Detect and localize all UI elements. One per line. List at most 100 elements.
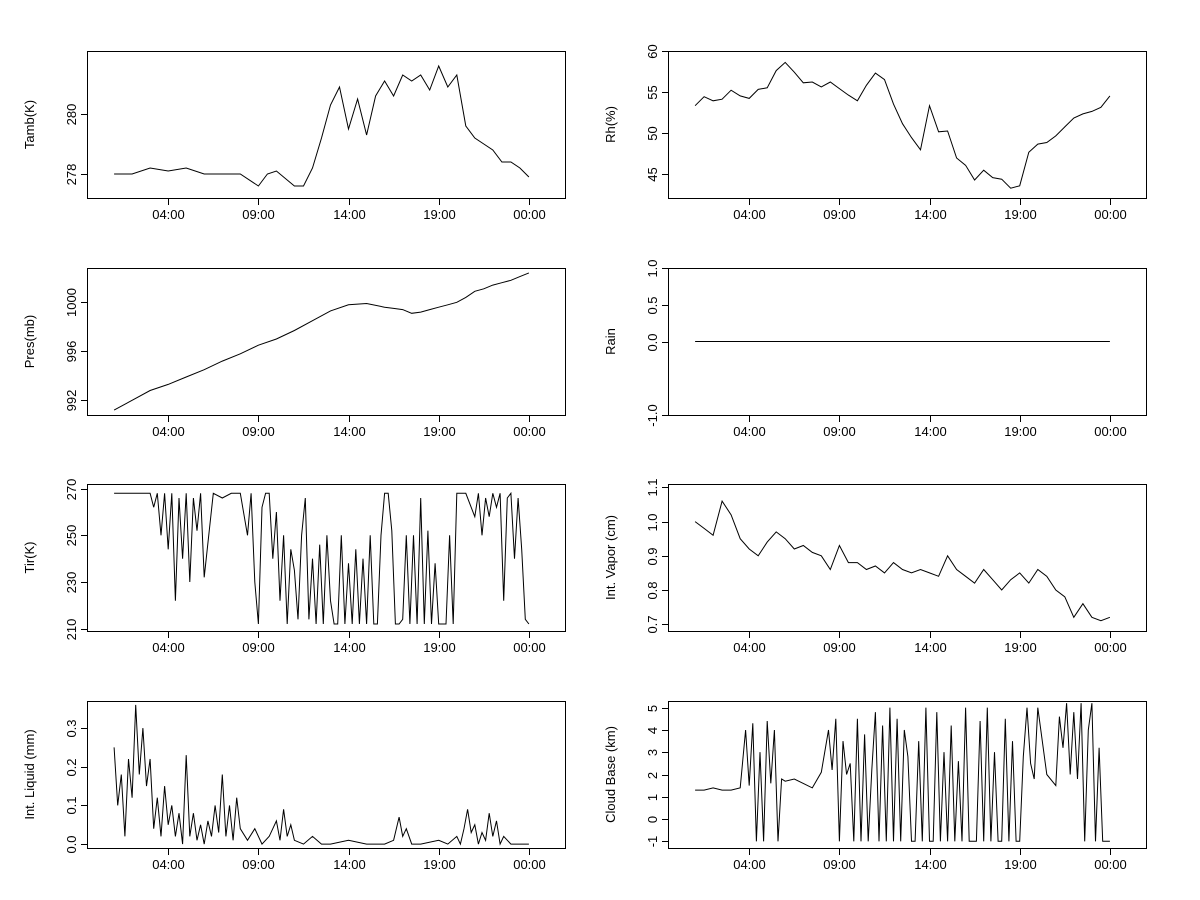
chart-6-y-tick-label-3: 0.3	[64, 719, 79, 737]
chart-1-y-tick-label-3: 60	[645, 44, 660, 58]
chart-6: 04:00 09:00 14:00 19:00 00:00 0.0 0.1 0.2 0.3 Int…	[22, 701, 566, 872]
chart-2-ylabel: Pres(mb)	[22, 315, 37, 368]
chart-7-y-tick-label-1: 0	[645, 816, 660, 823]
chart-3: 04:00 09:00 14:00 19:00 00:00 -1.0 0.0 0.5 1.0 Ra…	[603, 259, 1147, 439]
chart-7-x-tick-label-0: 04:00	[733, 857, 766, 872]
chart-7-y-tick-label-4: 3	[645, 749, 660, 756]
chart-7-y-tick-label-0: -1	[645, 836, 660, 848]
chart-0-y-tick-label-1: 280	[64, 104, 79, 126]
chart-4-ylabel: Tir(K)	[22, 541, 37, 573]
chart-6-x-tick-label-0: 04:00	[152, 857, 185, 872]
chart-1-y-tick-label-0: 45	[645, 167, 660, 181]
chart-6-y-tick-label-2: 0.2	[64, 758, 79, 776]
chart-5-series-line-0	[694, 499, 1111, 622]
chart-7-y-tick-label-3: 2	[645, 772, 660, 779]
chart-6-y-tick-label-1: 0.1	[64, 796, 79, 814]
chart-5: 04:00 09:00 14:00 19:00 00:00 0.7 0.8 0.9 1.0 1.1…	[603, 478, 1147, 655]
chart-5-y-tick-label-4: 1.1	[645, 478, 660, 496]
chart-5-x-tick-label-3: 19:00	[1004, 640, 1037, 655]
chart-6-y-tick-label-0: 0.0	[64, 835, 79, 853]
chart-5-y-tick-label-0: 0.7	[645, 615, 660, 633]
chart-2-x-tick-label-2: 14:00	[333, 424, 366, 439]
chart-6-frame	[87, 701, 566, 849]
chart-2-y-tick-label-0: 992	[64, 390, 79, 412]
chart-2-x-tick-label-3: 19:00	[423, 424, 456, 439]
chart-7-y-tick-label-5: 4	[645, 727, 660, 734]
chart-6-x-tick-label-3: 19:00	[423, 857, 456, 872]
chart-4-y-tick-label-0: 210	[64, 619, 79, 641]
chart-7-x-tick-label-4: 00:00	[1094, 857, 1127, 872]
chart-3-y-tick-label-3: 1.0	[645, 259, 660, 277]
chart-6-ylabel: Int. Liquid (mm)	[22, 729, 37, 819]
chart-3-y-tick-label-0: -1.0	[645, 404, 660, 426]
chart-4-x-tick-label-4: 00:00	[513, 640, 546, 655]
chart-4: 04:00 09:00 14:00 19:00 00:00 210 230 250 270 Tir…	[22, 479, 566, 655]
chart-2-y-tick-label-2: 1000	[64, 288, 79, 317]
chart-6-x-tick-label-4: 00:00	[513, 857, 546, 872]
chart-3-ylabel: Rain	[603, 328, 618, 355]
chart-5-ylabel: Int. Vapor (cm)	[603, 515, 618, 600]
chart-0-series-line-0	[114, 64, 530, 187]
chart-1-x-tick-label-0: 04:00	[733, 207, 766, 222]
chart-5-y-tick-label-2: 0.9	[645, 547, 660, 565]
chart-3-x-tick-label-1: 09:00	[823, 424, 856, 439]
chart-7-x-tick-label-2: 14:00	[914, 857, 947, 872]
chart-1-frame	[668, 51, 1147, 199]
chart-1-x-tick-label-1: 09:00	[823, 207, 856, 222]
chart-3-y-tick-label-1: 0.0	[645, 333, 660, 351]
chart-2-x-tick-label-1: 09:00	[242, 424, 275, 439]
chart-2: 04:00 09:00 14:00 19:00 00:00 992 996 1000 Pres(…	[22, 268, 566, 439]
chart-2-x-tick-label-0: 04:00	[152, 424, 185, 439]
chart-0-ylabel: Tamb(K)	[22, 100, 37, 149]
chart-0: 04:00 09:00 14:00 19:00 00:00 278 280 Tamb(K)	[22, 51, 566, 222]
chart-4-frame	[87, 484, 566, 632]
chart-4-y-tick-label-1: 230	[64, 572, 79, 594]
chart-0-x-tick-label-1: 09:00	[242, 207, 275, 222]
chart-2-x-tick-label-4: 00:00	[513, 424, 546, 439]
chart-4-x-tick-label-1: 09:00	[242, 640, 275, 655]
chart-7-x-tick-label-1: 09:00	[823, 857, 856, 872]
chart-2-series-line-0	[113, 272, 530, 411]
chart-7-y-tick-label-2: 1	[645, 794, 660, 801]
chart-4-x-tick-label-2: 14:00	[333, 640, 366, 655]
chart-3-x-tick-label-2: 14:00	[914, 424, 947, 439]
chart-5-x-tick-label-0: 04:00	[733, 640, 766, 655]
chart-0-frame	[87, 51, 566, 199]
chart-3-y-tick-label-2: 0.5	[645, 296, 660, 314]
chart-0-x-tick-label-3: 19:00	[423, 207, 456, 222]
chart-3-x-tick-label-3: 19:00	[1004, 424, 1037, 439]
chart-1-y-tick-label-2: 55	[645, 85, 660, 99]
chart-5-y-tick-label-3: 1.0	[645, 513, 660, 531]
chart-1: 04:00 09:00 14:00 19:00 00:00 45 50 55 60 Rh(%)	[603, 44, 1147, 222]
chart-5-x-tick-label-4: 00:00	[1094, 640, 1127, 655]
chart-1-x-tick-label-4: 00:00	[1094, 207, 1127, 222]
chart-5-x-tick-label-1: 09:00	[823, 640, 856, 655]
chart-0-y-tick-label-0: 278	[64, 164, 79, 186]
chart-0-x-tick-label-4: 00:00	[513, 207, 546, 222]
chart-3-x-tick-label-0: 04:00	[733, 424, 766, 439]
chart-3-x-tick-label-4: 00:00	[1094, 424, 1127, 439]
chart-1-y-tick-label-1: 50	[645, 126, 660, 140]
chart-5-y-tick-label-1: 0.8	[645, 581, 660, 599]
chart-4-y-tick-label-3: 270	[64, 479, 79, 501]
chart-4-x-tick-label-3: 19:00	[423, 640, 456, 655]
chart-2-frame	[87, 268, 566, 416]
chart-6-x-tick-label-1: 09:00	[242, 857, 275, 872]
chart-6-series-line-0	[113, 704, 529, 846]
chart-7-series-line-0	[695, 703, 1110, 842]
chart-6-x-tick-label-2: 14:00	[333, 857, 366, 872]
chart-1-series-line-0	[694, 61, 1111, 189]
chart-2-y-tick-label-1: 996	[64, 341, 79, 363]
chart-7-y-tick-label-6: 5	[645, 705, 660, 712]
chart-4-x-tick-label-0: 04:00	[152, 640, 185, 655]
chart-5-x-tick-label-2: 14:00	[914, 640, 947, 655]
chart-0-x-tick-label-0: 04:00	[152, 207, 185, 222]
chart-7-x-tick-label-3: 19:00	[1004, 857, 1037, 872]
chart-7: 04:00 09:00 14:00 19:00 00:00 -1 0 1 2 3 4 5 Cloud B…	[603, 701, 1147, 872]
chart-1-x-tick-label-2: 14:00	[914, 207, 947, 222]
chart-0-x-tick-label-2: 14:00	[333, 207, 366, 222]
chart-7-ylabel: Cloud Base (km)	[603, 726, 618, 823]
chart-4-series-line-0	[114, 491, 530, 625]
chart-1-ylabel: Rh(%)	[603, 106, 618, 143]
